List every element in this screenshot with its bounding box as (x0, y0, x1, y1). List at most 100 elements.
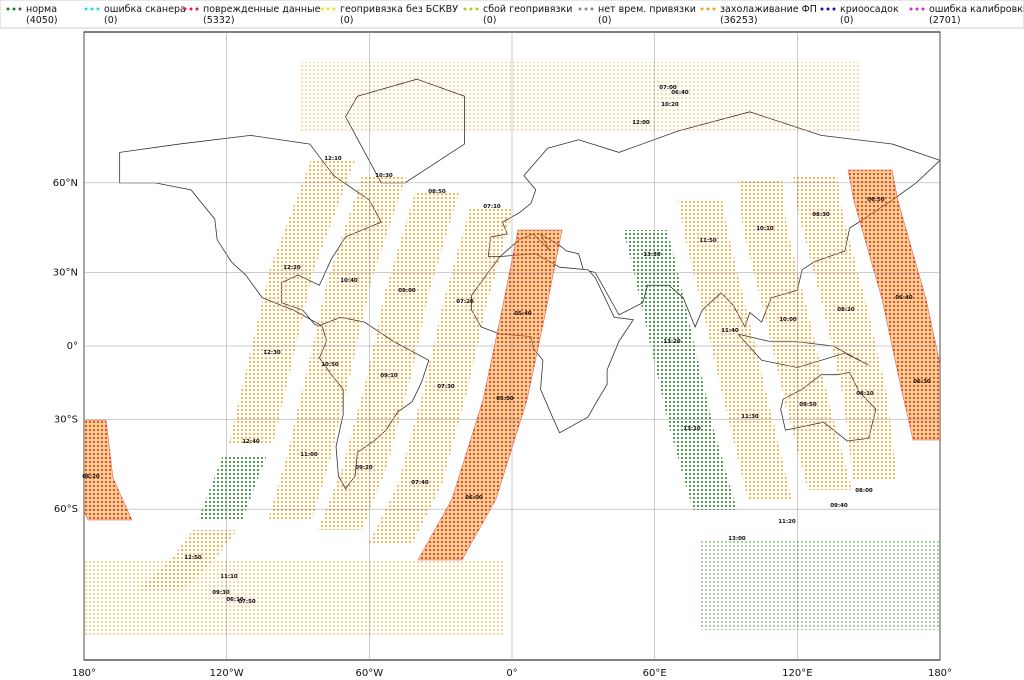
legend-name: сбой геопривязки (483, 4, 572, 15)
legend-marker (475, 7, 479, 11)
legend-marker (332, 7, 336, 11)
legend-count: (0) (483, 15, 496, 26)
legend-marker (469, 7, 473, 11)
legend-marker (915, 7, 919, 11)
legend-marker (463, 7, 467, 11)
swath (268, 177, 406, 520)
time-label: 08:30 (812, 212, 830, 218)
time-label: 09:20 (355, 465, 373, 471)
swath (847, 169, 940, 441)
legend-name: ошибка калибровки (929, 4, 1024, 15)
legend-marker (909, 7, 913, 11)
time-label: 13:00 (728, 536, 746, 542)
time-label: 06:10 (226, 597, 244, 603)
x-tick-label: 120°E (782, 668, 812, 679)
swath (793, 175, 897, 480)
time-label: 10:50 (321, 362, 339, 368)
legend-name: геопривязка без БСКВУ (340, 4, 458, 15)
legend-marker (12, 7, 16, 11)
legend-count: (0) (840, 15, 853, 26)
swath (300, 62, 860, 132)
time-label: 11:40 (721, 328, 739, 334)
time-label: 11:10 (220, 574, 238, 580)
swath (318, 193, 459, 530)
x-tick-label: 0° (506, 668, 517, 679)
time-label: 09:50 (799, 402, 817, 408)
time-label: 13:30 (643, 252, 661, 258)
time-label: 08:10 (856, 391, 874, 397)
time-label: 12:30 (263, 350, 281, 356)
legend-marker (826, 7, 830, 11)
legend-marker (6, 7, 10, 11)
legend-marker (590, 7, 594, 11)
x-tick-label: 120°W (210, 668, 244, 679)
time-label: 11:20 (778, 519, 796, 525)
swath (84, 560, 504, 635)
time-label: 12:20 (283, 265, 301, 271)
legend-marker (18, 7, 22, 11)
time-label: 11:30 (741, 414, 759, 420)
time-label: 07:40 (411, 480, 429, 486)
time-label: 05:40 (514, 311, 532, 317)
time-label: 13:10 (683, 426, 701, 432)
swath (738, 180, 852, 490)
legend-marker (189, 7, 193, 11)
time-label: 06:30 (913, 379, 931, 385)
legend-marker (326, 7, 330, 11)
y-tick-label: 30°S (54, 415, 78, 426)
time-label: 10:10 (756, 226, 774, 232)
legend-marker (320, 7, 324, 11)
time-label: 07:10 (483, 204, 501, 210)
legend-count: (5332) (203, 15, 235, 26)
legend-marker (700, 7, 704, 11)
time-label: 06:40 (671, 90, 689, 96)
time-label: 06:00 (465, 495, 483, 501)
legend-count: (0) (340, 15, 353, 26)
legend-count: (2701) (929, 15, 961, 26)
legend-marker (820, 7, 824, 11)
swath (623, 230, 737, 510)
legend-marker (706, 7, 710, 11)
time-label: 06:20 (82, 474, 100, 480)
legend-name: поврежденные данные (203, 4, 321, 15)
swath (198, 455, 267, 520)
time-label: 11:50 (699, 238, 717, 244)
time-label: 10:30 (375, 173, 393, 179)
legend-count: (0) (598, 15, 611, 26)
time-label: 10:40 (340, 278, 358, 284)
time-label: 07:00 (659, 85, 677, 91)
legend-marker (584, 7, 588, 11)
legend-name: нет врем. привязки (598, 4, 696, 15)
time-label: 09:10 (380, 373, 398, 379)
time-label: 06:40 (895, 295, 913, 301)
legend-count: (4050) (26, 15, 58, 26)
y-tick-label: 30°N (53, 267, 78, 278)
x-tick-label: 180° (928, 668, 952, 679)
time-label: 12:00 (632, 120, 650, 126)
legend-marker (578, 7, 582, 11)
time-label: 07:20 (456, 299, 474, 305)
legend-name: захолаживание ФП (720, 4, 817, 15)
time-label: 05:50 (496, 396, 514, 402)
time-label: 09:30 (212, 590, 230, 596)
legend-marker (921, 7, 925, 11)
swaths (84, 62, 940, 635)
time-label: 09:40 (830, 503, 848, 509)
time-label: 08:20 (837, 307, 855, 313)
swath (84, 419, 133, 521)
swath (368, 208, 514, 545)
time-label: 13:20 (663, 339, 681, 345)
time-label: 11:00 (300, 452, 318, 458)
swath (700, 540, 940, 630)
x-tick-label: 60°E (643, 668, 667, 679)
time-label: 06:50 (867, 197, 885, 203)
legend-name: ошибка сканера (104, 4, 186, 15)
y-tick-label: 0° (67, 341, 78, 352)
y-tick-label: 60°S (54, 504, 78, 515)
legend-marker (90, 7, 94, 11)
legend-marker (183, 7, 187, 11)
legend-marker (832, 7, 836, 11)
time-label: 08:00 (855, 488, 873, 494)
legend-marker (712, 7, 716, 11)
